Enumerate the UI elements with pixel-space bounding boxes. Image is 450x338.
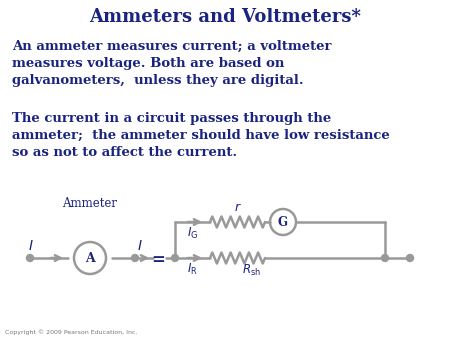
Circle shape — [131, 255, 139, 262]
Circle shape — [406, 255, 414, 262]
Circle shape — [171, 255, 179, 262]
Text: The current in a circuit passes through the
ammeter;  the ammeter should have lo: The current in a circuit passes through … — [12, 112, 390, 159]
Text: $R_{\rm sh}$: $R_{\rm sh}$ — [243, 263, 261, 278]
Text: $I_{\rm G}$: $I_{\rm G}$ — [187, 226, 198, 241]
Text: An ammeter measures current; a voltmeter
measures voltage. Both are based on
gal: An ammeter measures current; a voltmeter… — [12, 40, 332, 87]
Text: Copyright © 2009 Pearson Education, Inc.: Copyright © 2009 Pearson Education, Inc. — [5, 329, 138, 335]
Text: $I_{\rm R}$: $I_{\rm R}$ — [187, 262, 198, 277]
Text: $I$: $I$ — [137, 239, 143, 253]
Text: Ammeters and Voltmeters*: Ammeters and Voltmeters* — [89, 8, 361, 26]
Circle shape — [382, 255, 388, 262]
Text: A: A — [85, 252, 95, 266]
Text: $r$: $r$ — [234, 201, 241, 214]
Text: Ammeter: Ammeter — [63, 197, 117, 210]
Text: =: = — [151, 250, 165, 267]
Text: $I$: $I$ — [28, 239, 34, 253]
Circle shape — [27, 255, 33, 262]
Text: G: G — [278, 217, 288, 230]
